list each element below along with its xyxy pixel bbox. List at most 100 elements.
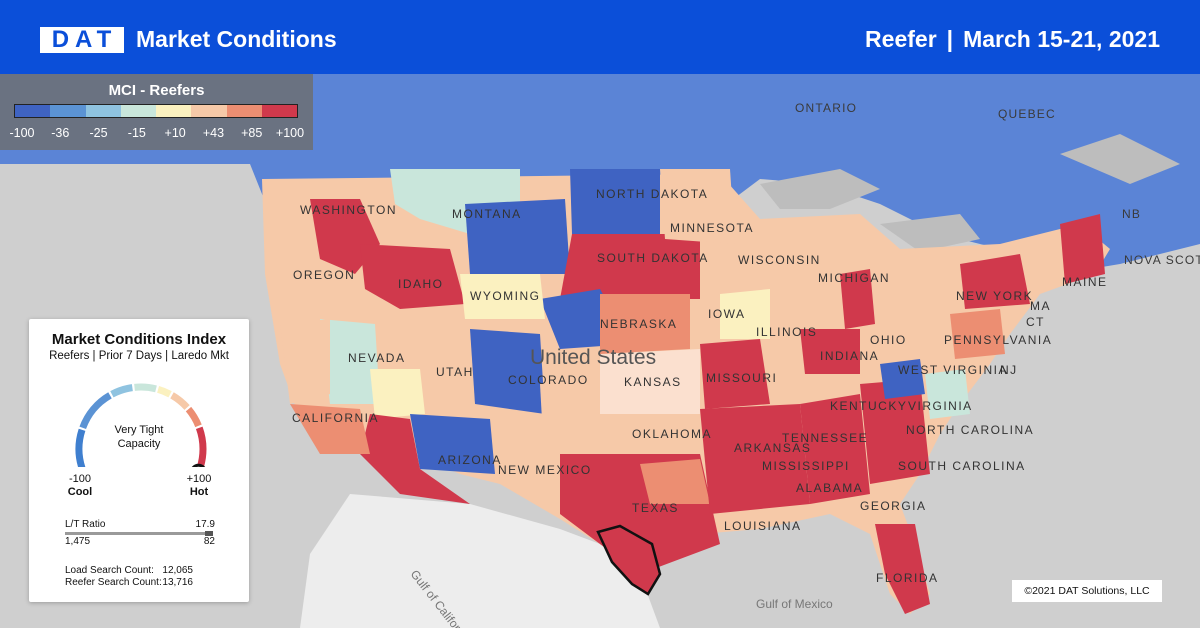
lt-ratio-fill <box>65 532 213 535</box>
map-label-new-york: NEW YORK <box>956 289 1033 303</box>
legend-tick-label: -100 <box>9 126 35 140</box>
gauge-segment <box>195 426 207 450</box>
map-label-north-dakota: NORTH DAKOTA <box>596 187 708 201</box>
region-new-mexico-east <box>540 384 600 474</box>
map-label-iowa: IOWA <box>708 307 746 321</box>
map-label-south-carolina: SOUTH CAROLINA <box>898 459 1026 473</box>
region-georgia <box>860 379 930 484</box>
legend-tick-label: -25 <box>89 126 108 140</box>
gauge-min-value: -100 <box>68 473 92 485</box>
legend-ticks: -100 -36 -25 -15 +10 +43 +85 +100 <box>0 126 313 142</box>
region-indiana <box>800 329 860 374</box>
map-label-florida: FLORIDA <box>876 571 939 585</box>
map-label-utah: UTAH <box>436 365 474 379</box>
region-wyoming <box>460 274 545 319</box>
loads-trucks-row: 1,475 82 <box>65 536 215 547</box>
trucks-value: 82 <box>203 536 215 547</box>
map-label-colorado: COLORADO <box>508 373 589 387</box>
map-label-united-states: United States <box>530 346 656 369</box>
region-missouri <box>700 339 770 409</box>
map-label-arkansas: ARKANSAS <box>734 441 811 455</box>
header-separator: | <box>946 26 954 52</box>
us-market-map[interactable]: WASHINGTON OREGON CALIFORNIA NEVADA IDAH… <box>0 74 1200 628</box>
lt-ratio-marker <box>205 531 213 536</box>
map-label-mississippi: MISSISSIPPI <box>762 459 850 473</box>
legend-swatch <box>15 105 51 117</box>
dat-logo: DAT <box>40 27 124 53</box>
legend-tick-label: +100 <box>275 126 305 140</box>
lt-ratio-row: L/T Ratio 17.9 <box>65 519 215 530</box>
map-label-pennsylvania: PENNSYLVANIA <box>944 333 1052 347</box>
map-label-washington: WASHINGTON <box>300 203 397 217</box>
market-conditions-panel: Market Conditions Index Reefers | Prior … <box>29 319 249 602</box>
lake-ontario-erie <box>880 214 980 252</box>
reefer-search-row: Reefer Search Count: 13,716 <box>65 577 215 588</box>
map-label-ohio: OHIO <box>870 333 907 347</box>
region-new-york <box>960 254 1030 309</box>
reefer-search-value: 13,716 <box>162 577 193 588</box>
map-label-new-mexico: NEW MEXICO <box>498 463 592 477</box>
map-label-kentucky: KENTUCKY <box>830 399 907 413</box>
page-title: Market Conditions <box>136 26 337 52</box>
gauge-arc <box>75 383 207 467</box>
gauge-min: -100 Cool <box>60 473 100 499</box>
map-label-nb: NB <box>1122 207 1141 221</box>
panel-title: Market Conditions Index <box>51 331 227 348</box>
legend-color-scale <box>14 104 298 118</box>
region-arizona <box>410 414 495 474</box>
region-arkansas-louisiana <box>700 404 810 514</box>
region-nevada <box>320 319 380 404</box>
reefer-search-label: Reefer Search Count: <box>65 577 162 588</box>
region-north-dakota <box>570 169 660 234</box>
region-arizona-south <box>360 414 470 504</box>
copyright-notice: ©2021 DAT Solutions, LLC <box>1012 580 1162 602</box>
map-label-ma: MA <box>1030 299 1051 313</box>
gauge-segment <box>170 392 190 410</box>
map-label-kansas: KANSAS <box>624 375 682 389</box>
region-west-virginia <box>880 359 925 399</box>
legend-tick-label: +85 <box>241 126 263 140</box>
region-nebraska-east <box>600 294 690 354</box>
region-pennsylvania <box>950 309 1005 359</box>
legend-title: MCI - Reefers <box>108 82 205 99</box>
legend-tick-label: -36 <box>51 126 70 140</box>
map-label-nj: NJ <box>1000 363 1018 377</box>
map-label-south-dakota: SOUTH DAKOTA <box>597 251 709 265</box>
gauge-segment <box>185 406 202 428</box>
map-label-georgia: GEORGIA <box>860 499 927 513</box>
map-label-oregon: OREGON <box>293 268 355 282</box>
region-south-dakota <box>560 234 700 299</box>
mci-gauge <box>75 383 207 467</box>
gulf-st-lawrence <box>1060 134 1180 184</box>
gauge-min-label: Cool <box>67 486 93 498</box>
map-label-louisiana: LOUISIANA <box>724 519 802 533</box>
legend-swatch <box>261 105 297 117</box>
region-california-south <box>290 404 370 454</box>
map-label-maine: MAINE <box>1062 275 1108 289</box>
load-search-row: Load Search Count: 12,065 <box>65 565 215 576</box>
map-label-california: CALIFORNIA <box>292 411 379 425</box>
legend-tick-label: +43 <box>202 126 225 140</box>
map-label-oklahoma: OKLAHOMA <box>632 427 712 441</box>
date-range: March 15-21, 2021 <box>963 26 1160 52</box>
map-label-ct: CT <box>1026 315 1045 329</box>
header-context: Reefer | March 15-21, 2021 <box>865 26 1160 53</box>
map-label-idaho: IDAHO <box>398 277 444 291</box>
load-search-value: 12,065 <box>162 565 193 576</box>
region-oklahoma <box>600 414 710 459</box>
map-label-michigan: MICHIGAN <box>818 271 890 285</box>
lt-ratio-label: L/T Ratio <box>65 519 106 530</box>
laredo-market-outline[interactable] <box>596 524 662 596</box>
map-label-alabama: ALABAMA <box>796 481 863 495</box>
gauge-segment <box>157 386 172 398</box>
gauge-max-label: Hot <box>189 486 209 498</box>
region-california-north <box>280 319 330 404</box>
legend-swatch <box>226 105 262 117</box>
map-label-nova-scotia: NOVA SCOTIA <box>1124 253 1200 267</box>
gauge-capacity-label: Very Tight Capacity <box>101 423 177 451</box>
region-virginia <box>925 369 970 419</box>
region-idaho <box>360 244 465 309</box>
legend-swatch <box>156 105 192 117</box>
map-label-texas: TEXAS <box>632 501 679 515</box>
equipment-type: Reefer <box>865 26 937 52</box>
